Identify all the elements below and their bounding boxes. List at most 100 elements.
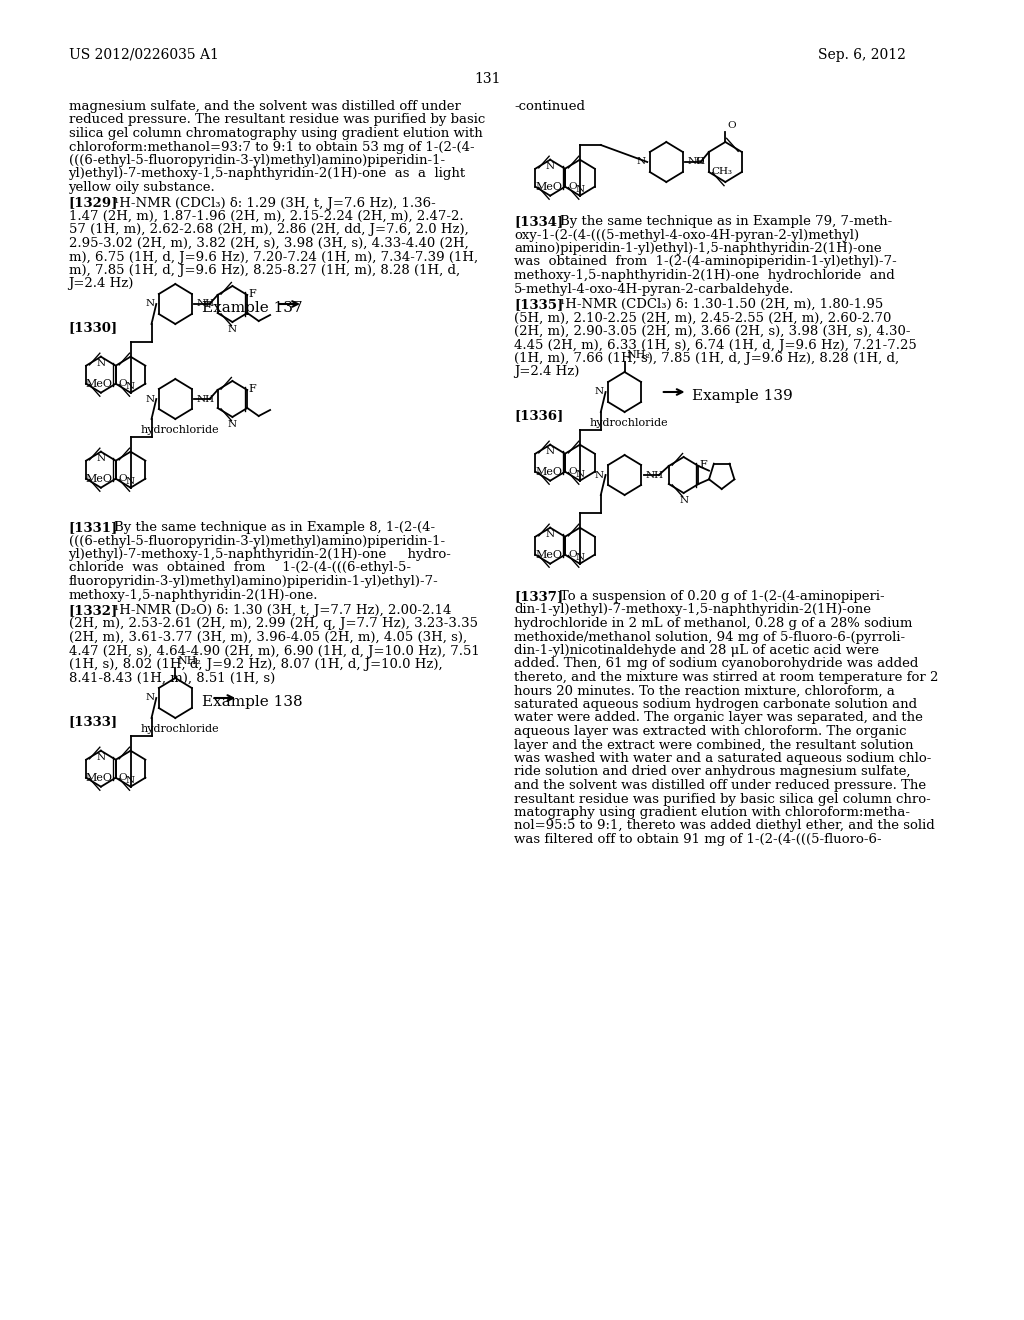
Text: N: N	[595, 470, 604, 479]
Text: N: N	[546, 162, 555, 170]
Text: [1331]: [1331]	[69, 521, 118, 535]
Text: [1329]: [1329]	[69, 197, 118, 210]
Text: din-1-yl)nicotinaldehyde and 28 μL of acetic acid were: din-1-yl)nicotinaldehyde and 28 μL of ac…	[514, 644, 879, 657]
Text: O: O	[119, 774, 127, 783]
Text: Example 139: Example 139	[692, 389, 793, 403]
Text: N: N	[595, 388, 604, 396]
Text: added. Then, 61 mg of sodium cyanoborohydride was added: added. Then, 61 mg of sodium cyanoborohy…	[514, 657, 919, 671]
Text: N: N	[145, 693, 155, 702]
Text: m), 6.75 (1H, d, J=9.6 Hz), 7.20-7.24 (1H, m), 7.34-7.39 (1H,: m), 6.75 (1H, d, J=9.6 Hz), 7.20-7.24 (1…	[69, 251, 477, 264]
Text: hydrochloride: hydrochloride	[590, 418, 669, 428]
Text: matography using gradient elution with chloroform:metha-: matography using gradient elution with c…	[514, 807, 910, 818]
Text: Sep. 6, 2012: Sep. 6, 2012	[818, 48, 906, 62]
Text: N: N	[546, 446, 555, 455]
Text: oxy-1-(2-(4-(((5-methyl-4-oxo-4H-pyran-2-yl)methyl): oxy-1-(2-(4-(((5-methyl-4-oxo-4H-pyran-2…	[514, 228, 859, 242]
Text: (2H, m), 2.53-2.61 (2H, m), 2.99 (2H, q, J=7.7 Hz), 3.23-3.35: (2H, m), 2.53-2.61 (2H, m), 2.99 (2H, q,…	[69, 618, 477, 631]
Text: O: O	[568, 550, 577, 560]
Text: saturated aqueous sodium hydrogen carbonate solution and: saturated aqueous sodium hydrogen carbon…	[514, 698, 918, 711]
Text: N: N	[145, 300, 155, 309]
Text: amino)piperidin-1-yl)ethyl)-1,5-naphthyridin-2(1H)-one: amino)piperidin-1-yl)ethyl)-1,5-naphthyr…	[514, 242, 882, 255]
Text: N: N	[228, 325, 237, 334]
Text: N: N	[228, 420, 237, 429]
Text: N: N	[126, 381, 135, 391]
Text: methoxy-1,5-naphthyridin-2(1H)-one.: methoxy-1,5-naphthyridin-2(1H)-one.	[69, 589, 318, 602]
Text: Example 137: Example 137	[202, 301, 302, 315]
Text: and the solvent was distilled off under reduced pressure. The: and the solvent was distilled off under …	[514, 779, 926, 792]
Text: F: F	[248, 384, 256, 393]
Text: nol=95:5 to 9:1, thereto was added diethyl ether, and the solid: nol=95:5 to 9:1, thereto was added dieth…	[514, 820, 935, 833]
Text: 131: 131	[474, 73, 501, 86]
Text: 57 (1H, m), 2.62-2.68 (2H, m), 2.86 (2H, dd, J=7.6, 2.0 Hz),: 57 (1H, m), 2.62-2.68 (2H, m), 2.86 (2H,…	[69, 223, 468, 236]
Text: 2.95-3.02 (2H, m), 3.82 (2H, s), 3.98 (3H, s), 4.33-4.40 (2H,: 2.95-3.02 (2H, m), 3.82 (2H, s), 3.98 (3…	[69, 238, 468, 249]
Text: silica gel column chromatography using gradient elution with: silica gel column chromatography using g…	[69, 127, 482, 140]
Text: yl)ethyl)-7-methoxy-1,5-naphthyridin-2(1H)-one     hydro-: yl)ethyl)-7-methoxy-1,5-naphthyridin-2(1…	[69, 548, 452, 561]
Text: din-1-yl)ethyl)-7-methoxy-1,5-naphthyridin-2(1H)-one: din-1-yl)ethyl)-7-methoxy-1,5-naphthyrid…	[514, 603, 871, 616]
Text: (1H, s), 8.02 (1H, d, J=9.2 Hz), 8.07 (1H, d, J=10.0 Hz),: (1H, s), 8.02 (1H, d, J=9.2 Hz), 8.07 (1…	[69, 657, 442, 671]
Text: O: O	[695, 157, 705, 166]
Text: MeO: MeO	[536, 549, 562, 560]
Text: 5-methyl-4-oxo-4H-pyran-2-carbaldehyde.: 5-methyl-4-oxo-4H-pyran-2-carbaldehyde.	[514, 282, 795, 296]
Text: [1337]: [1337]	[514, 590, 563, 603]
Text: MeO: MeO	[86, 772, 113, 783]
Text: 1.47 (2H, m), 1.87-1.96 (2H, m), 2.15-2.24 (2H, m), 2.47-2.: 1.47 (2H, m), 1.87-1.96 (2H, m), 2.15-2.…	[69, 210, 463, 223]
Text: chloroform:methanol=93:7 to 9:1 to obtain 53 mg of 1-(2-(4-: chloroform:methanol=93:7 to 9:1 to obtai…	[69, 140, 474, 153]
Text: N: N	[126, 477, 135, 486]
Text: reduced pressure. The resultant residue was purified by basic: reduced pressure. The resultant residue …	[69, 114, 484, 127]
Text: [1334]: [1334]	[514, 215, 563, 228]
Text: N: N	[546, 529, 555, 539]
Text: hydrochloride in 2 mL of methanol, 0.28 g of a 28% sodium: hydrochloride in 2 mL of methanol, 0.28 …	[514, 616, 912, 630]
Text: N: N	[679, 496, 688, 506]
Text: N: N	[575, 185, 585, 194]
Text: was  obtained  from  1-(2-(4-aminopiperidin-1-yl)ethyl)-7-: was obtained from 1-(2-(4-aminopiperidin…	[514, 256, 897, 268]
Text: was washed with water and a saturated aqueous sodium chlo-: was washed with water and a saturated aq…	[514, 752, 932, 766]
Text: ¹H-NMR (D₂O) δ: 1.30 (3H, t, J=7.7 Hz), 2.00-2.14: ¹H-NMR (D₂O) δ: 1.30 (3H, t, J=7.7 Hz), …	[115, 605, 452, 616]
Text: F: F	[248, 289, 256, 300]
Text: ¹H-NMR (CDCl₃) δ: 1.29 (3H, t, J=7.6 Hz), 1.36-: ¹H-NMR (CDCl₃) δ: 1.29 (3H, t, J=7.6 Hz)…	[115, 197, 436, 210]
Text: NH: NH	[645, 470, 664, 479]
Text: J=2.4 Hz): J=2.4 Hz)	[69, 277, 134, 290]
Text: m), 7.85 (1H, d, J=9.6 Hz), 8.25-8.27 (1H, m), 8.28 (1H, d,: m), 7.85 (1H, d, J=9.6 Hz), 8.25-8.27 (1…	[69, 264, 460, 277]
Text: O: O	[727, 121, 736, 129]
Text: O: O	[119, 379, 127, 388]
Text: [1330]: [1330]	[69, 321, 118, 334]
Text: hours 20 minutes. To the reaction mixture, chloroform, a: hours 20 minutes. To the reaction mixtur…	[514, 685, 895, 697]
Text: -continued: -continued	[514, 100, 585, 114]
Text: US 2012/0226035 A1: US 2012/0226035 A1	[69, 48, 218, 62]
Text: O: O	[568, 467, 577, 477]
Text: resultant residue was purified by basic silica gel column chro-: resultant residue was purified by basic …	[514, 792, 931, 805]
Text: F: F	[699, 459, 708, 470]
Text: layer and the extract were combined, the resultant solution: layer and the extract were combined, the…	[514, 738, 913, 751]
Text: fluoropyridin-3-yl)methyl)amino)piperidin-1-yl)ethyl)-7-: fluoropyridin-3-yl)methyl)amino)piperidi…	[69, 576, 438, 587]
Text: N: N	[126, 776, 135, 784]
Text: (((6-ethyl-5-fluoropyridin-3-yl)methyl)amino)piperidin-1-: (((6-ethyl-5-fluoropyridin-3-yl)methyl)a…	[69, 535, 444, 548]
Text: hydrochloride: hydrochloride	[140, 723, 219, 734]
Text: NH₂: NH₂	[627, 350, 650, 360]
Text: magnesium sulfate, and the solvent was distilled off under: magnesium sulfate, and the solvent was d…	[69, 100, 461, 114]
Text: J=2.4 Hz): J=2.4 Hz)	[514, 366, 580, 379]
Text: (((6-ethyl-5-fluoropyridin-3-yl)methyl)amino)piperidin-1-: (((6-ethyl-5-fluoropyridin-3-yl)methyl)a…	[69, 154, 444, 168]
Text: Example 138: Example 138	[202, 696, 302, 709]
Text: (1H, m), 7.66 (1H, s), 7.85 (1H, d, J=9.6 Hz), 8.28 (1H, d,: (1H, m), 7.66 (1H, s), 7.85 (1H, d, J=9.…	[514, 352, 899, 366]
Text: O: O	[119, 474, 127, 483]
Text: To a suspension of 0.20 g of 1-(2-(4-aminopiperi-: To a suspension of 0.20 g of 1-(2-(4-ami…	[560, 590, 885, 603]
Text: methoxide/methanol solution, 94 mg of 5-fluoro-6-(pyrroli-: methoxide/methanol solution, 94 mg of 5-…	[514, 631, 905, 644]
Text: NH₂: NH₂	[177, 656, 201, 667]
Text: was filtered off to obtain 91 mg of 1-(2-(4-(((5-fluoro-6-: was filtered off to obtain 91 mg of 1-(2…	[514, 833, 882, 846]
Text: [1332]: [1332]	[69, 605, 118, 616]
Text: NH: NH	[197, 395, 214, 404]
Text: aqueous layer was extracted with chloroform. The organic: aqueous layer was extracted with chlorof…	[514, 725, 906, 738]
Text: (5H, m), 2.10-2.25 (2H, m), 2.45-2.55 (2H, m), 2.60-2.70: (5H, m), 2.10-2.25 (2H, m), 2.45-2.55 (2…	[514, 312, 891, 325]
Text: NH: NH	[687, 157, 706, 166]
Text: yellow oily substance.: yellow oily substance.	[69, 181, 215, 194]
Text: 4.47 (2H, s), 4.64-4.90 (2H, m), 6.90 (1H, d, J=10.0 Hz), 7.51: 4.47 (2H, s), 4.64-4.90 (2H, m), 6.90 (1…	[69, 644, 479, 657]
Text: hydrochloride: hydrochloride	[140, 425, 219, 436]
Text: By the same technique as in Example 79, 7-meth-: By the same technique as in Example 79, …	[560, 215, 892, 228]
Text: 8.41-8.43 (1H, m), 8.51 (1H, s): 8.41-8.43 (1H, m), 8.51 (1H, s)	[69, 672, 274, 685]
Text: N: N	[96, 454, 105, 463]
Text: MeO: MeO	[86, 474, 113, 483]
Text: (2H, m), 2.90-3.05 (2H, m), 3.66 (2H, s), 3.98 (3H, s), 4.30-: (2H, m), 2.90-3.05 (2H, m), 3.66 (2H, s)…	[514, 325, 910, 338]
Text: [1336]: [1336]	[514, 409, 563, 422]
Text: [1335]: [1335]	[514, 298, 563, 312]
Text: O: O	[568, 182, 577, 191]
Text: N: N	[96, 359, 105, 368]
